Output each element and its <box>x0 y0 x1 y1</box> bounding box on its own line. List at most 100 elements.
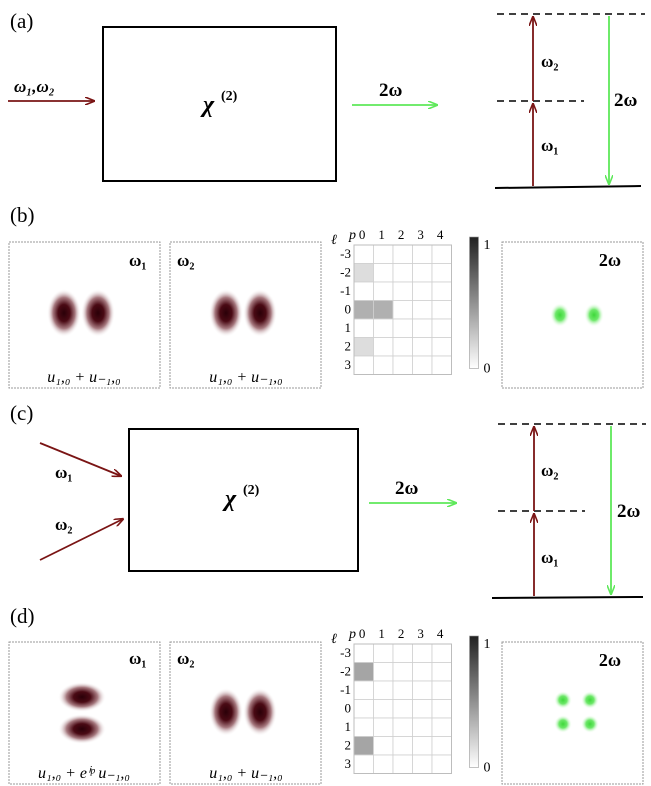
chi-symbol: χ <box>200 92 215 118</box>
grid-cell <box>412 680 433 700</box>
grid-l-tick: -1 <box>340 283 351 298</box>
grid-cell <box>373 281 394 301</box>
mode-w1-lobe-bottom-d <box>58 714 106 744</box>
chi-symbol-c: χ <box>222 486 237 512</box>
grid-cell <box>412 736 433 756</box>
grid-cell <box>431 337 452 357</box>
grid-cell <box>353 643 374 663</box>
level-w2-label-c: ω₂ <box>541 461 559 480</box>
grid-cell <box>373 736 394 756</box>
mode-w2-formula-d: u₁,₀ + u₋₁,₀ <box>209 765 283 782</box>
grid-p-tick: 4 <box>437 227 444 242</box>
grid-l-tick: -2 <box>340 663 351 678</box>
mode-w1-lobe-top-d <box>58 682 106 712</box>
mode-w2-tag: ω₂ <box>177 251 195 270</box>
grid-p-tick: 1 <box>378 626 385 641</box>
grid-l-tick: 1 <box>345 719 352 734</box>
grid-cell <box>392 300 413 320</box>
grid-cell-filled <box>353 337 374 357</box>
grid-p-tick: 1 <box>378 227 385 242</box>
level-ground <box>494 185 642 189</box>
colorbar <box>469 635 479 768</box>
panel-c-label: (c) <box>10 401 33 425</box>
grid-l-tick: 3 <box>345 357 352 372</box>
mode-2w-lobe-bl <box>554 715 572 733</box>
grid-l-tick: -1 <box>340 682 351 697</box>
grid-cell <box>412 318 433 338</box>
grid-cell <box>412 263 433 283</box>
input-w1-label: ω₁ <box>55 463 73 482</box>
nonlinear-crystal-box <box>102 26 337 182</box>
grid-cell <box>392 263 413 283</box>
grid-cell <box>392 355 413 375</box>
grid-p-axis-label: p <box>348 228 356 243</box>
colorbar <box>469 236 479 369</box>
grid-cell <box>392 281 413 301</box>
mode-w1-frame-d <box>8 641 161 785</box>
mode-w1-formula: u₁,₀ + u₋₁,₀ <box>47 369 121 386</box>
chi-superscript-c: (2) <box>243 483 260 498</box>
input-w2-label: ω₂ <box>55 515 73 534</box>
grid-cell <box>431 754 452 774</box>
grid-cell <box>392 244 413 264</box>
output-frequency-label-c: 2ω <box>395 478 419 499</box>
mode-w2-lobe-left-d <box>209 688 243 736</box>
output-frequency-label: 2ω <box>379 80 403 101</box>
grid-border <box>353 244 452 375</box>
grid-l-tick: -2 <box>340 264 351 279</box>
mode-w2-frame-d <box>169 641 322 785</box>
mode-w1-tag: ω₁ <box>129 251 147 270</box>
mode-2w-lobe-right <box>584 303 604 327</box>
grid-cell <box>373 754 394 774</box>
mode-2w-lobe-tl <box>554 691 572 709</box>
panel-a-label: (a) <box>10 9 33 33</box>
grid-p-tick: 2 <box>398 227 405 242</box>
grid-cell <box>392 699 413 719</box>
grid-l-tick: 0 <box>345 301 352 316</box>
grid-cell <box>373 699 394 719</box>
grid-p-tick: 2 <box>398 626 405 641</box>
grid-cell-filled <box>353 736 374 756</box>
grid-l-tick: 2 <box>345 338 352 353</box>
mode-2w-frame-d <box>501 641 644 785</box>
grid-cell <box>392 662 413 682</box>
colorbar-max-label: 1 <box>484 637 491 652</box>
grid-cell <box>412 643 433 663</box>
grid-cell <box>373 337 394 357</box>
grid-l-tick: 2 <box>345 737 352 752</box>
grid-cell <box>392 754 413 774</box>
panel-b: (b) ω₁ u₁,₀ + u₋₁,₀ ω₂ u₁,₀ + u₋₁,₀ pℓ 0 1… <box>8 203 644 389</box>
mode-w2-lobe-right-d <box>243 688 277 736</box>
grid-cell <box>392 337 413 357</box>
grid-cell <box>431 680 452 700</box>
grid-cell <box>412 337 433 357</box>
grid-cell <box>412 244 433 264</box>
mode-w1-lobe-left <box>47 289 81 337</box>
level-w1-label-c: ω₁ <box>541 548 559 567</box>
mode-2w-lobe-left <box>550 303 570 327</box>
nonlinear-crystal-box-c <box>128 428 359 572</box>
grid-l-tick: -3 <box>340 645 351 660</box>
grid-p-tick: 3 <box>417 227 424 242</box>
grid-cell <box>431 643 452 663</box>
grid-cell <box>353 754 374 774</box>
input-beam-2-arrow <box>39 519 123 561</box>
mode-w2-lobe-right <box>243 289 277 337</box>
grid-cell <box>373 355 394 375</box>
grid-cell <box>353 244 374 264</box>
panel-d: (d) ω₁ u₁,₀ + eⁱᵖ u₋₁,₀ ω₂ u₁,₀ + u₋₁,₀ … <box>8 604 644 785</box>
grid-cell <box>412 281 433 301</box>
grid-cell <box>353 717 374 737</box>
mode-2w-lobe-br <box>581 715 599 733</box>
level-2w-label: 2ω <box>614 90 638 111</box>
grid-cell <box>392 717 413 737</box>
grid-cell <box>431 263 452 283</box>
grid-cell <box>412 662 433 682</box>
grid-p-tick: 4 <box>437 626 444 641</box>
grid-cell <box>392 680 413 700</box>
grid-cell <box>353 699 374 719</box>
colorbar-min-label: 0 <box>484 761 491 776</box>
grid-cell <box>353 318 374 338</box>
